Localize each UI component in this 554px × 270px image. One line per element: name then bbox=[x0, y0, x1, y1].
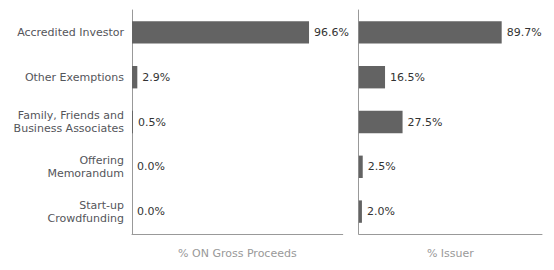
svg-text:0.0%: 0.0% bbox=[137, 160, 165, 173]
svg-text:% ON Gross Proceeds: % ON Gross Proceeds bbox=[178, 247, 297, 260]
svg-text:16.5%: 16.5% bbox=[390, 71, 425, 84]
svg-text:96.6%: 96.6% bbox=[314, 26, 349, 39]
svg-text:Accredited Investor: Accredited Investor bbox=[17, 26, 124, 39]
svg-text:Other Exemptions: Other Exemptions bbox=[25, 71, 124, 84]
svg-text:0.0%: 0.0% bbox=[137, 205, 165, 218]
svg-text:2.5%: 2.5% bbox=[368, 160, 396, 173]
svg-text:Memorandum: Memorandum bbox=[47, 167, 124, 180]
svg-text:2.0%: 2.0% bbox=[367, 205, 395, 218]
svg-text:Crowdfunding: Crowdfunding bbox=[48, 212, 124, 225]
svg-text:% Issuer: % Issuer bbox=[427, 247, 474, 260]
svg-text:Start-up: Start-up bbox=[79, 199, 124, 212]
svg-text:2.9%: 2.9% bbox=[142, 71, 170, 84]
svg-text:Offering: Offering bbox=[79, 154, 124, 167]
svg-text:89.7%: 89.7% bbox=[507, 26, 542, 39]
svg-text:27.5%: 27.5% bbox=[408, 116, 443, 129]
svg-text:Family, Friends and: Family, Friends and bbox=[18, 109, 124, 122]
svg-text:Business Associates: Business Associates bbox=[14, 122, 125, 135]
svg-text:0.5%: 0.5% bbox=[138, 116, 166, 129]
